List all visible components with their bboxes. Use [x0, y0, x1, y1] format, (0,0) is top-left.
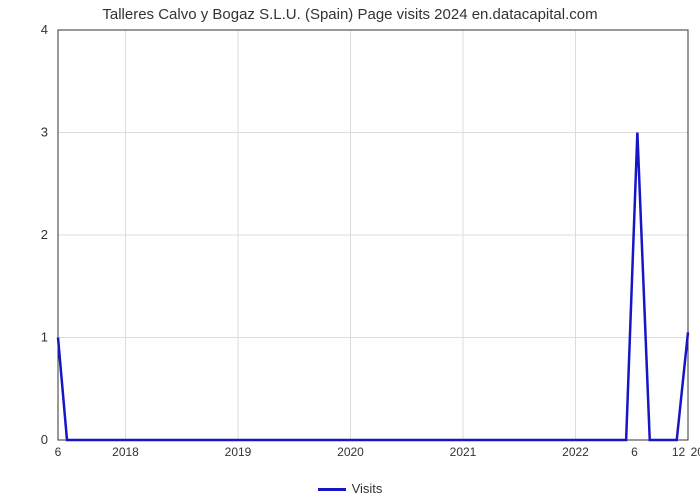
svg-text:2020: 2020 [337, 445, 364, 459]
svg-text:2021: 2021 [450, 445, 477, 459]
legend-swatch [318, 488, 346, 491]
svg-text:2022: 2022 [562, 445, 589, 459]
svg-text:12: 12 [672, 445, 686, 459]
svg-text:202: 202 [691, 445, 700, 459]
legend-label: Visits [352, 481, 383, 496]
svg-text:6: 6 [55, 445, 62, 459]
chart-svg: 20182019202020212022661220201234 [0, 0, 700, 470]
svg-text:1: 1 [41, 330, 48, 345]
svg-text:4: 4 [41, 22, 48, 37]
legend: Visits [0, 481, 700, 496]
svg-text:2019: 2019 [225, 445, 252, 459]
chart-title: Talleres Calvo y Bogaz S.L.U. (Spain) Pa… [0, 6, 700, 23]
chart-container: Talleres Calvo y Bogaz S.L.U. (Spain) Pa… [0, 0, 700, 500]
svg-text:6: 6 [631, 445, 638, 459]
svg-text:0: 0 [41, 432, 48, 447]
svg-text:2018: 2018 [112, 445, 139, 459]
svg-text:3: 3 [41, 125, 48, 140]
svg-text:2: 2 [41, 227, 48, 242]
